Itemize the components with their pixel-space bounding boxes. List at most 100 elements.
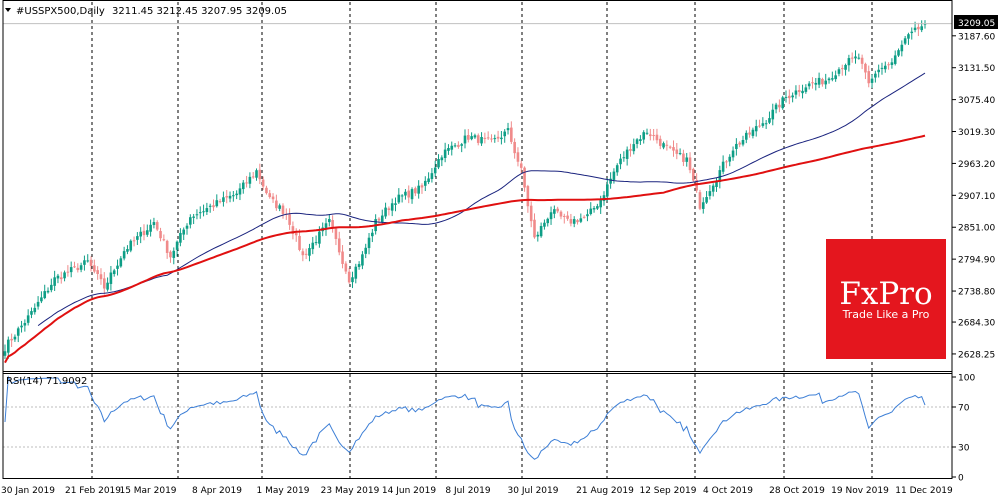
candle-body[interactable]: [854, 56, 857, 59]
candle-body[interactable]: [328, 219, 331, 223]
candle-body[interactable]: [380, 215, 384, 223]
candle-body[interactable]: [30, 311, 33, 315]
candle-body[interactable]: [397, 194, 401, 203]
candle-body[interactable]: [893, 55, 897, 64]
candle-body[interactable]: [860, 57, 864, 64]
candle-body[interactable]: [883, 65, 887, 70]
candle-body[interactable]: [850, 57, 854, 59]
candle-body[interactable]: [314, 242, 318, 244]
candle-body[interactable]: [539, 226, 543, 237]
candle-body[interactable]: [453, 145, 457, 147]
candle-body[interactable]: [10, 338, 13, 341]
candle-body[interactable]: [182, 229, 186, 235]
candle-body[interactable]: [301, 251, 305, 256]
candle-body[interactable]: [96, 270, 99, 275]
candle-body[interactable]: [705, 197, 708, 203]
candle-body[interactable]: [596, 206, 599, 209]
candle-body[interactable]: [361, 254, 364, 266]
candle-body[interactable]: [271, 196, 275, 200]
candle-body[interactable]: [817, 77, 821, 85]
candle-body[interactable]: [89, 259, 93, 266]
candle-body[interactable]: [857, 57, 861, 59]
candle-body[interactable]: [867, 71, 871, 84]
candle-body[interactable]: [83, 260, 86, 265]
candle-body[interactable]: [93, 265, 96, 272]
candle-body[interactable]: [414, 188, 417, 194]
candle-body[interactable]: [708, 191, 712, 196]
candle-body[interactable]: [658, 138, 662, 146]
candle-body[interactable]: [513, 141, 516, 154]
candle-body[interactable]: [202, 211, 205, 213]
candle-body[interactable]: [218, 201, 222, 203]
candle-body[interactable]: [794, 90, 798, 95]
candle-body[interactable]: [347, 271, 351, 283]
candle-body[interactable]: [33, 307, 37, 313]
candle-body[interactable]: [592, 208, 596, 210]
candle-body[interactable]: [139, 231, 142, 237]
candle-body[interactable]: [476, 135, 480, 143]
candle-body[interactable]: [738, 142, 741, 145]
candle-body[interactable]: [791, 95, 794, 98]
candle-body[interactable]: [43, 291, 47, 299]
candle-body[interactable]: [652, 135, 655, 137]
candle-body[interactable]: [920, 26, 923, 31]
candle-body[interactable]: [179, 232, 182, 243]
candle-body[interactable]: [711, 185, 715, 192]
candle-body[interactable]: [579, 218, 583, 222]
candle-body[interactable]: [129, 240, 133, 251]
candle-body[interactable]: [53, 277, 56, 286]
candle-body[interactable]: [212, 205, 215, 208]
candle-body[interactable]: [533, 219, 536, 238]
candle-body[interactable]: [649, 134, 652, 137]
candle-body[interactable]: [718, 170, 722, 182]
candle-body[interactable]: [162, 239, 166, 241]
candle-body[interactable]: [205, 208, 209, 213]
candle-body[interactable]: [847, 58, 851, 66]
candle-body[interactable]: [642, 132, 646, 140]
candle-body[interactable]: [486, 137, 490, 139]
candle-body[interactable]: [470, 136, 473, 140]
candle-body[interactable]: [169, 251, 172, 258]
candle-body[interactable]: [612, 171, 616, 180]
candle-body[interactable]: [606, 184, 609, 197]
candle-body[interactable]: [731, 150, 735, 158]
candle-body[interactable]: [741, 140, 745, 145]
candle-body[interactable]: [831, 78, 834, 80]
candle-body[interactable]: [463, 135, 467, 144]
candle-body[interactable]: [526, 186, 530, 207]
candle-body[interactable]: [701, 202, 705, 209]
candle-body[interactable]: [248, 176, 252, 184]
candle-body[interactable]: [569, 219, 573, 224]
candle-body[interactable]: [357, 264, 361, 267]
candle-body[interactable]: [149, 224, 152, 232]
candle-body[interactable]: [410, 189, 414, 200]
candle-body[interactable]: [195, 214, 199, 216]
candle-body[interactable]: [874, 73, 877, 78]
candle-body[interactable]: [400, 195, 404, 197]
candle-body[interactable]: [56, 275, 60, 279]
candle-body[interactable]: [155, 222, 159, 230]
candle-body[interactable]: [625, 149, 629, 159]
candle-body[interactable]: [228, 195, 232, 199]
candle-body[interactable]: [324, 223, 328, 230]
candle-body[interactable]: [635, 139, 639, 144]
candle-body[interactable]: [619, 158, 622, 165]
candle-body[interactable]: [265, 187, 268, 194]
candle-body[interactable]: [771, 109, 775, 120]
candle-body[interactable]: [645, 132, 649, 134]
candle-body[interactable]: [887, 64, 890, 66]
candle-body[interactable]: [788, 95, 791, 99]
candle-body[interactable]: [754, 126, 758, 132]
candle-body[interactable]: [106, 282, 109, 290]
candle-body[interactable]: [880, 67, 884, 69]
candle-body[interactable]: [692, 168, 695, 181]
candle-body[interactable]: [480, 137, 483, 144]
candle-body[interactable]: [639, 139, 642, 142]
candle-body[interactable]: [245, 182, 248, 184]
candle-body[interactable]: [26, 315, 30, 323]
candle-body[interactable]: [119, 258, 123, 267]
candle-body[interactable]: [559, 211, 563, 217]
candle-body[interactable]: [142, 230, 146, 236]
candle-body[interactable]: [281, 205, 285, 215]
candle-body[interactable]: [457, 144, 460, 147]
